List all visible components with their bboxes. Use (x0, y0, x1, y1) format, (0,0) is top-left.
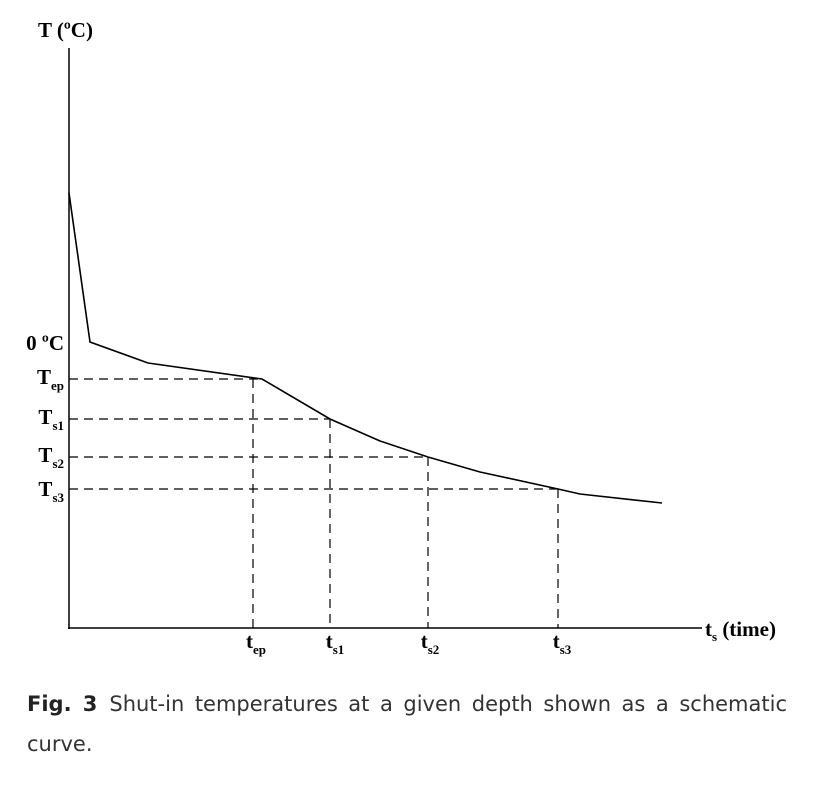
label-sub: ep (51, 378, 64, 393)
label-sub: ep (253, 642, 266, 657)
guide-ep (69, 378, 262, 628)
label-main: t (326, 629, 333, 653)
label-main: T (38, 405, 52, 429)
x-label: ts2 (421, 629, 440, 657)
x-label: ts3 (553, 629, 572, 657)
label-main: 0 ºC (26, 331, 64, 355)
label-sub: s3 (560, 642, 572, 657)
caption: Fig. 3 Shut-in temperatures at a given de… (27, 684, 787, 764)
y-label: Tep (37, 365, 64, 393)
x-label: tep (246, 629, 266, 657)
label-sub: s2 (428, 642, 440, 657)
label-main: T (38, 443, 52, 467)
label-sub: s3 (52, 490, 64, 505)
label-sub: s1 (52, 418, 64, 433)
guide-s3 (69, 488, 559, 628)
y-axis-label: T (ºC) (38, 18, 93, 42)
caption-text: Shut-in temperatures at a given depth sh… (27, 692, 787, 756)
label-main: T (37, 365, 51, 389)
caption-label: Fig. 3 (27, 692, 98, 716)
curve (68, 192, 663, 504)
x-label: ts1 (326, 629, 345, 657)
label-main: T (38, 477, 52, 501)
y-label: Ts3 (38, 477, 64, 505)
x-axis-label: ts (time) (705, 617, 776, 644)
y-label: 0 ºC (26, 331, 64, 355)
guide-s2 (69, 456, 429, 628)
y-label: Ts2 (38, 443, 64, 471)
label-main: t (553, 629, 560, 653)
guide-s1 (69, 418, 331, 628)
label-main: t (246, 629, 253, 653)
label-sub: s1 (333, 642, 345, 657)
label-main: t (421, 629, 428, 653)
label-sub: s2 (52, 456, 64, 471)
y-label: Ts1 (38, 405, 64, 433)
